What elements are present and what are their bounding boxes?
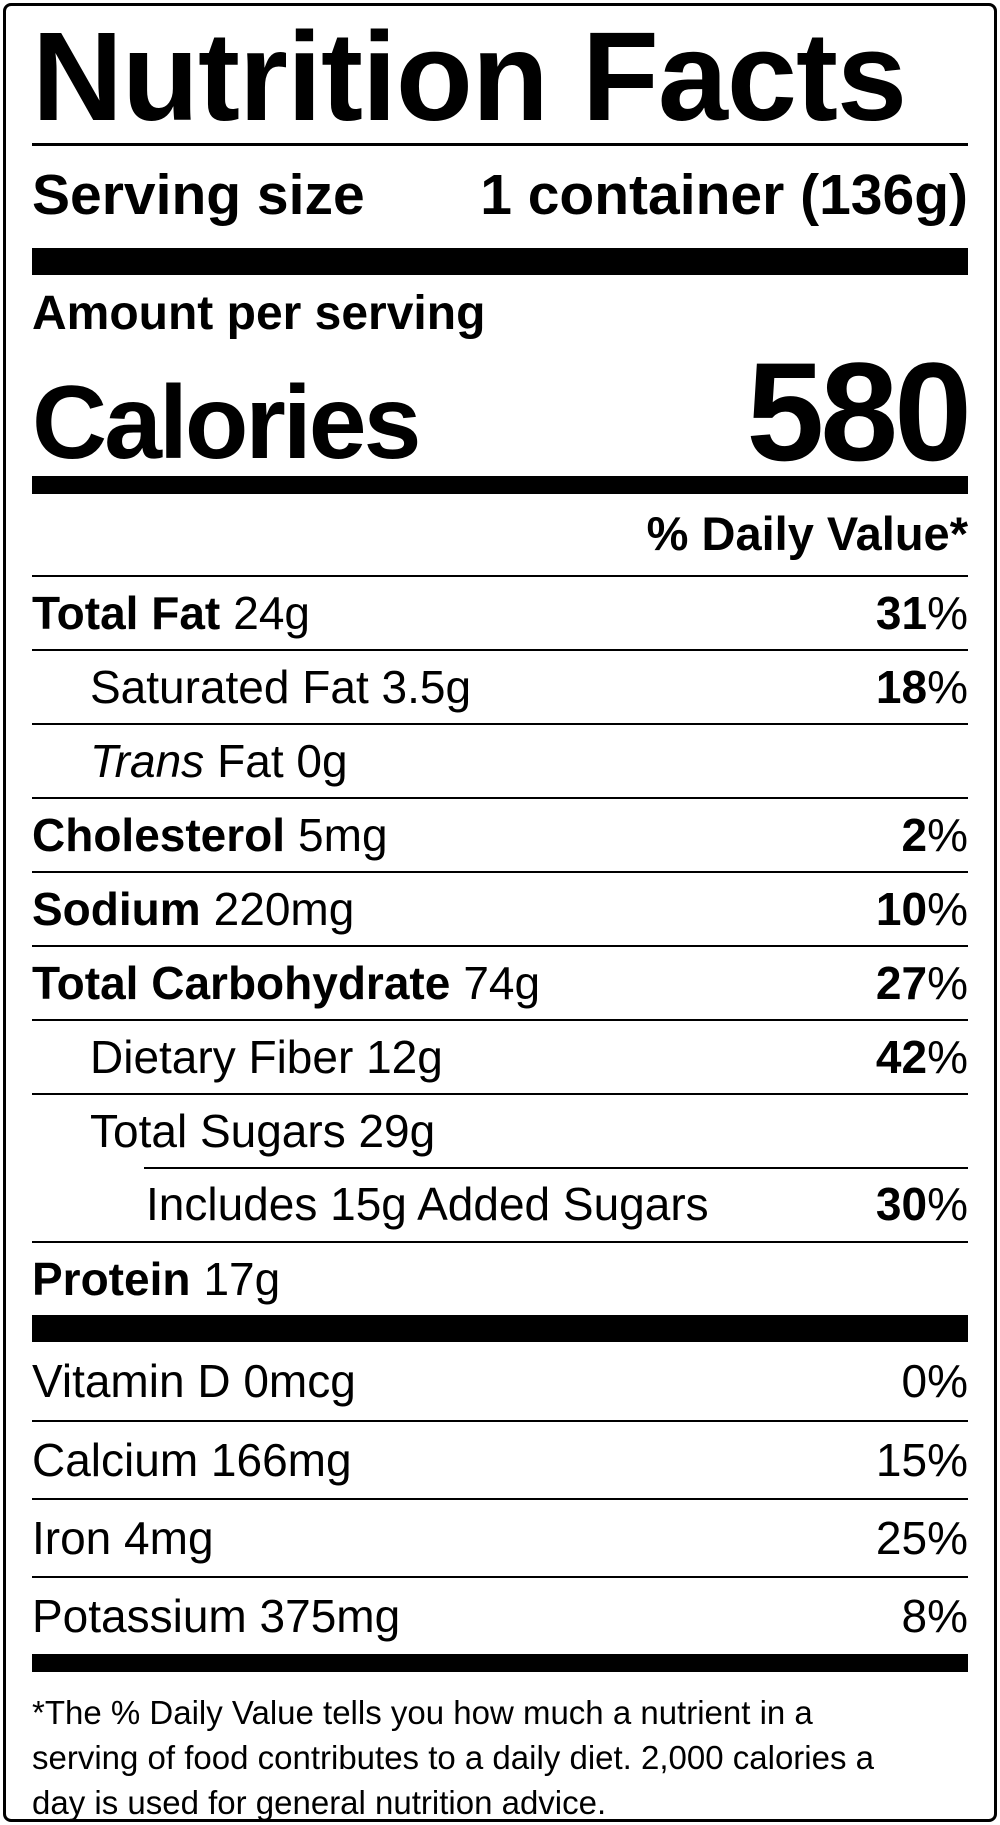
nutrient-dv: 31%: [876, 586, 968, 640]
nutrient-name-bold: Total Carbohydrate: [32, 956, 451, 1009]
calories-value: 580: [746, 333, 972, 491]
nutrient-name: Includes 15g Added Sugars: [146, 1177, 709, 1231]
nutrient-amount: 5mg: [298, 808, 388, 861]
nutrient-name-bold: Total Fat: [32, 586, 221, 639]
percent-sign: %: [927, 882, 968, 935]
footnote-line: day is used for general nutrition advice…: [32, 1783, 607, 1821]
nutrient-name-bold: Cholesterol: [32, 808, 286, 861]
calories-label: Calories: [32, 365, 421, 482]
nutrient-name-bold: Sodium: [32, 882, 201, 935]
nutrient-row-total-sugars: Total Sugars 29g: [32, 1092, 968, 1167]
dv-number: 30: [875, 1177, 928, 1230]
vitamin-dv: 15%: [876, 1433, 968, 1487]
nutrient-row-saturated-fat: Saturated Fat 3.5g 18%: [32, 648, 968, 723]
serving-size-row: Serving size 1 container (136g): [32, 146, 968, 248]
nutrient-name: Dietary Fiber 12g: [90, 1030, 443, 1084]
nutrient-dv: 27%: [876, 956, 968, 1010]
nutrient-amount: Saturated Fat 3.5g: [90, 660, 472, 713]
vitamin-amount: Potassium 375mg: [32, 1589, 401, 1642]
separator-bar-medium-footnote: [32, 1653, 968, 1672]
nutrient-amount: 17g: [203, 1252, 281, 1305]
vitamin-amount: Calcium 166mg: [32, 1433, 352, 1486]
dv-number: 18: [875, 660, 928, 713]
vitamin-row-iron: Iron 4mg 25%: [32, 1497, 968, 1576]
nutrient-row-protein: Protein 17g: [32, 1240, 968, 1315]
vitamin-row-vitamin-d: Vitamin D 0mcg 0%: [32, 1342, 968, 1420]
vitamin-dv: 0%: [902, 1354, 969, 1408]
dv-number: 15: [875, 1433, 928, 1486]
vitamin-name: Calcium 166mg: [32, 1433, 352, 1487]
nutrient-name-bold: Protein: [32, 1252, 191, 1305]
separator-bar-thick-top: [32, 248, 968, 276]
nutrient-row-dietary-fiber: Dietary Fiber 12g 42%: [32, 1018, 968, 1093]
nutrient-row-added-sugars: Includes 15g Added Sugars 30%: [32, 1166, 968, 1241]
nutrient-dv: 30%: [876, 1177, 968, 1231]
vitamin-dv: 25%: [876, 1511, 968, 1565]
dv-number: 42: [875, 1030, 928, 1083]
separator-bar-thick-bottom: [32, 1314, 968, 1342]
dv-number: 0: [901, 1354, 928, 1407]
nutrient-amount: Fat 0g: [217, 734, 348, 787]
percent-sign: %: [927, 660, 968, 713]
vitamin-name: Vitamin D 0mcg: [32, 1354, 356, 1408]
dv-number: 31: [875, 586, 928, 639]
percent-sign: %: [927, 586, 968, 639]
nutrient-name: Saturated Fat 3.5g: [90, 660, 471, 714]
nutrient-name: Trans Fat 0g: [90, 734, 348, 788]
vitamin-amount: Iron 4mg: [32, 1511, 214, 1564]
nutrient-dv: 2%: [902, 808, 969, 862]
serving-size-value: 1 container (136g): [480, 163, 968, 228]
percent-sign: %: [927, 1433, 968, 1486]
amount-per-serving-label: Amount per serving: [32, 287, 486, 341]
nutrition-facts-label: Nutrition Facts Serving size 1 container…: [3, 3, 997, 1822]
dv-number: 25: [875, 1511, 928, 1564]
nutrient-row-sodium: Sodium 220mg 10%: [32, 870, 968, 945]
nutrient-amount: 24g: [233, 586, 310, 639]
nutrient-amount: 220mg: [213, 882, 355, 935]
vitamin-row-calcium: Calcium 166mg 15%: [32, 1419, 968, 1498]
nutrient-amount: Dietary Fiber 12g: [90, 1030, 443, 1083]
dv-number: 8: [901, 1589, 928, 1642]
nutrient-row-total-fat: Total Fat 24g 31%: [32, 574, 968, 649]
nutrient-row-total-carbohydrate: Total Carbohydrate 74g 27%: [32, 944, 968, 1019]
percent-sign: %: [927, 1511, 968, 1564]
nutrient-row-cholesterol: Cholesterol 5mg 2%: [32, 796, 969, 871]
daily-value-header: % Daily Value*: [646, 506, 968, 560]
nutrient-dv: 18%: [876, 660, 968, 714]
nutrient-name: Total Fat 24g: [32, 586, 310, 640]
vitamin-amount: Vitamin D 0mcg: [32, 1354, 356, 1407]
vitamin-row-potassium: Potassium 375mg 8%: [32, 1575, 969, 1654]
percent-sign: %: [927, 1589, 968, 1642]
footnote-line: serving of food contributes to a daily d…: [32, 1738, 874, 1776]
calories-row: Calories 580: [32, 333, 972, 491]
nutrient-dv: 10%: [876, 882, 968, 936]
nutrient-amount: Includes 15g Added Sugars: [146, 1177, 709, 1230]
serving-size-label: Serving size: [32, 163, 365, 228]
dv-number: 27: [875, 956, 928, 1009]
nutrient-dv: 42%: [876, 1030, 968, 1084]
nutrient-amount: 74g: [463, 956, 541, 1009]
vitamin-dv: 8%: [902, 1589, 969, 1643]
nutrient-name: Sodium 220mg: [32, 882, 354, 936]
nutrient-amount: Total Sugars 29g: [90, 1104, 436, 1157]
nutrient-name: Total Sugars 29g: [90, 1104, 435, 1158]
separator-bar-medium-calories: [32, 475, 968, 494]
percent-sign: %: [927, 1354, 968, 1407]
nutrient-row-trans-fat: Trans Fat 0g: [32, 722, 968, 797]
percent-sign: %: [927, 956, 968, 1009]
nutrient-name: Protein 17g: [32, 1252, 280, 1306]
footnote-line: *The % Daily Value tells you how much a …: [32, 1693, 813, 1731]
nutrient-name: Total Carbohydrate 74g: [32, 956, 540, 1010]
percent-sign: %: [927, 1030, 968, 1083]
percent-sign: %: [927, 808, 968, 861]
nutrient-name: Cholesterol 5mg: [32, 808, 388, 862]
vitamin-name: Iron 4mg: [32, 1511, 214, 1565]
footnote: *The % Daily Value tells you how much a …: [32, 1672, 968, 1821]
dv-number: 2: [901, 808, 928, 861]
percent-sign: %: [927, 1177, 968, 1230]
dv-number: 10: [875, 882, 928, 935]
vitamin-name: Potassium 375mg: [32, 1589, 400, 1643]
nutrient-name-italic: Trans: [90, 734, 205, 787]
label-title: Nutrition Facts: [32, 6, 968, 147]
